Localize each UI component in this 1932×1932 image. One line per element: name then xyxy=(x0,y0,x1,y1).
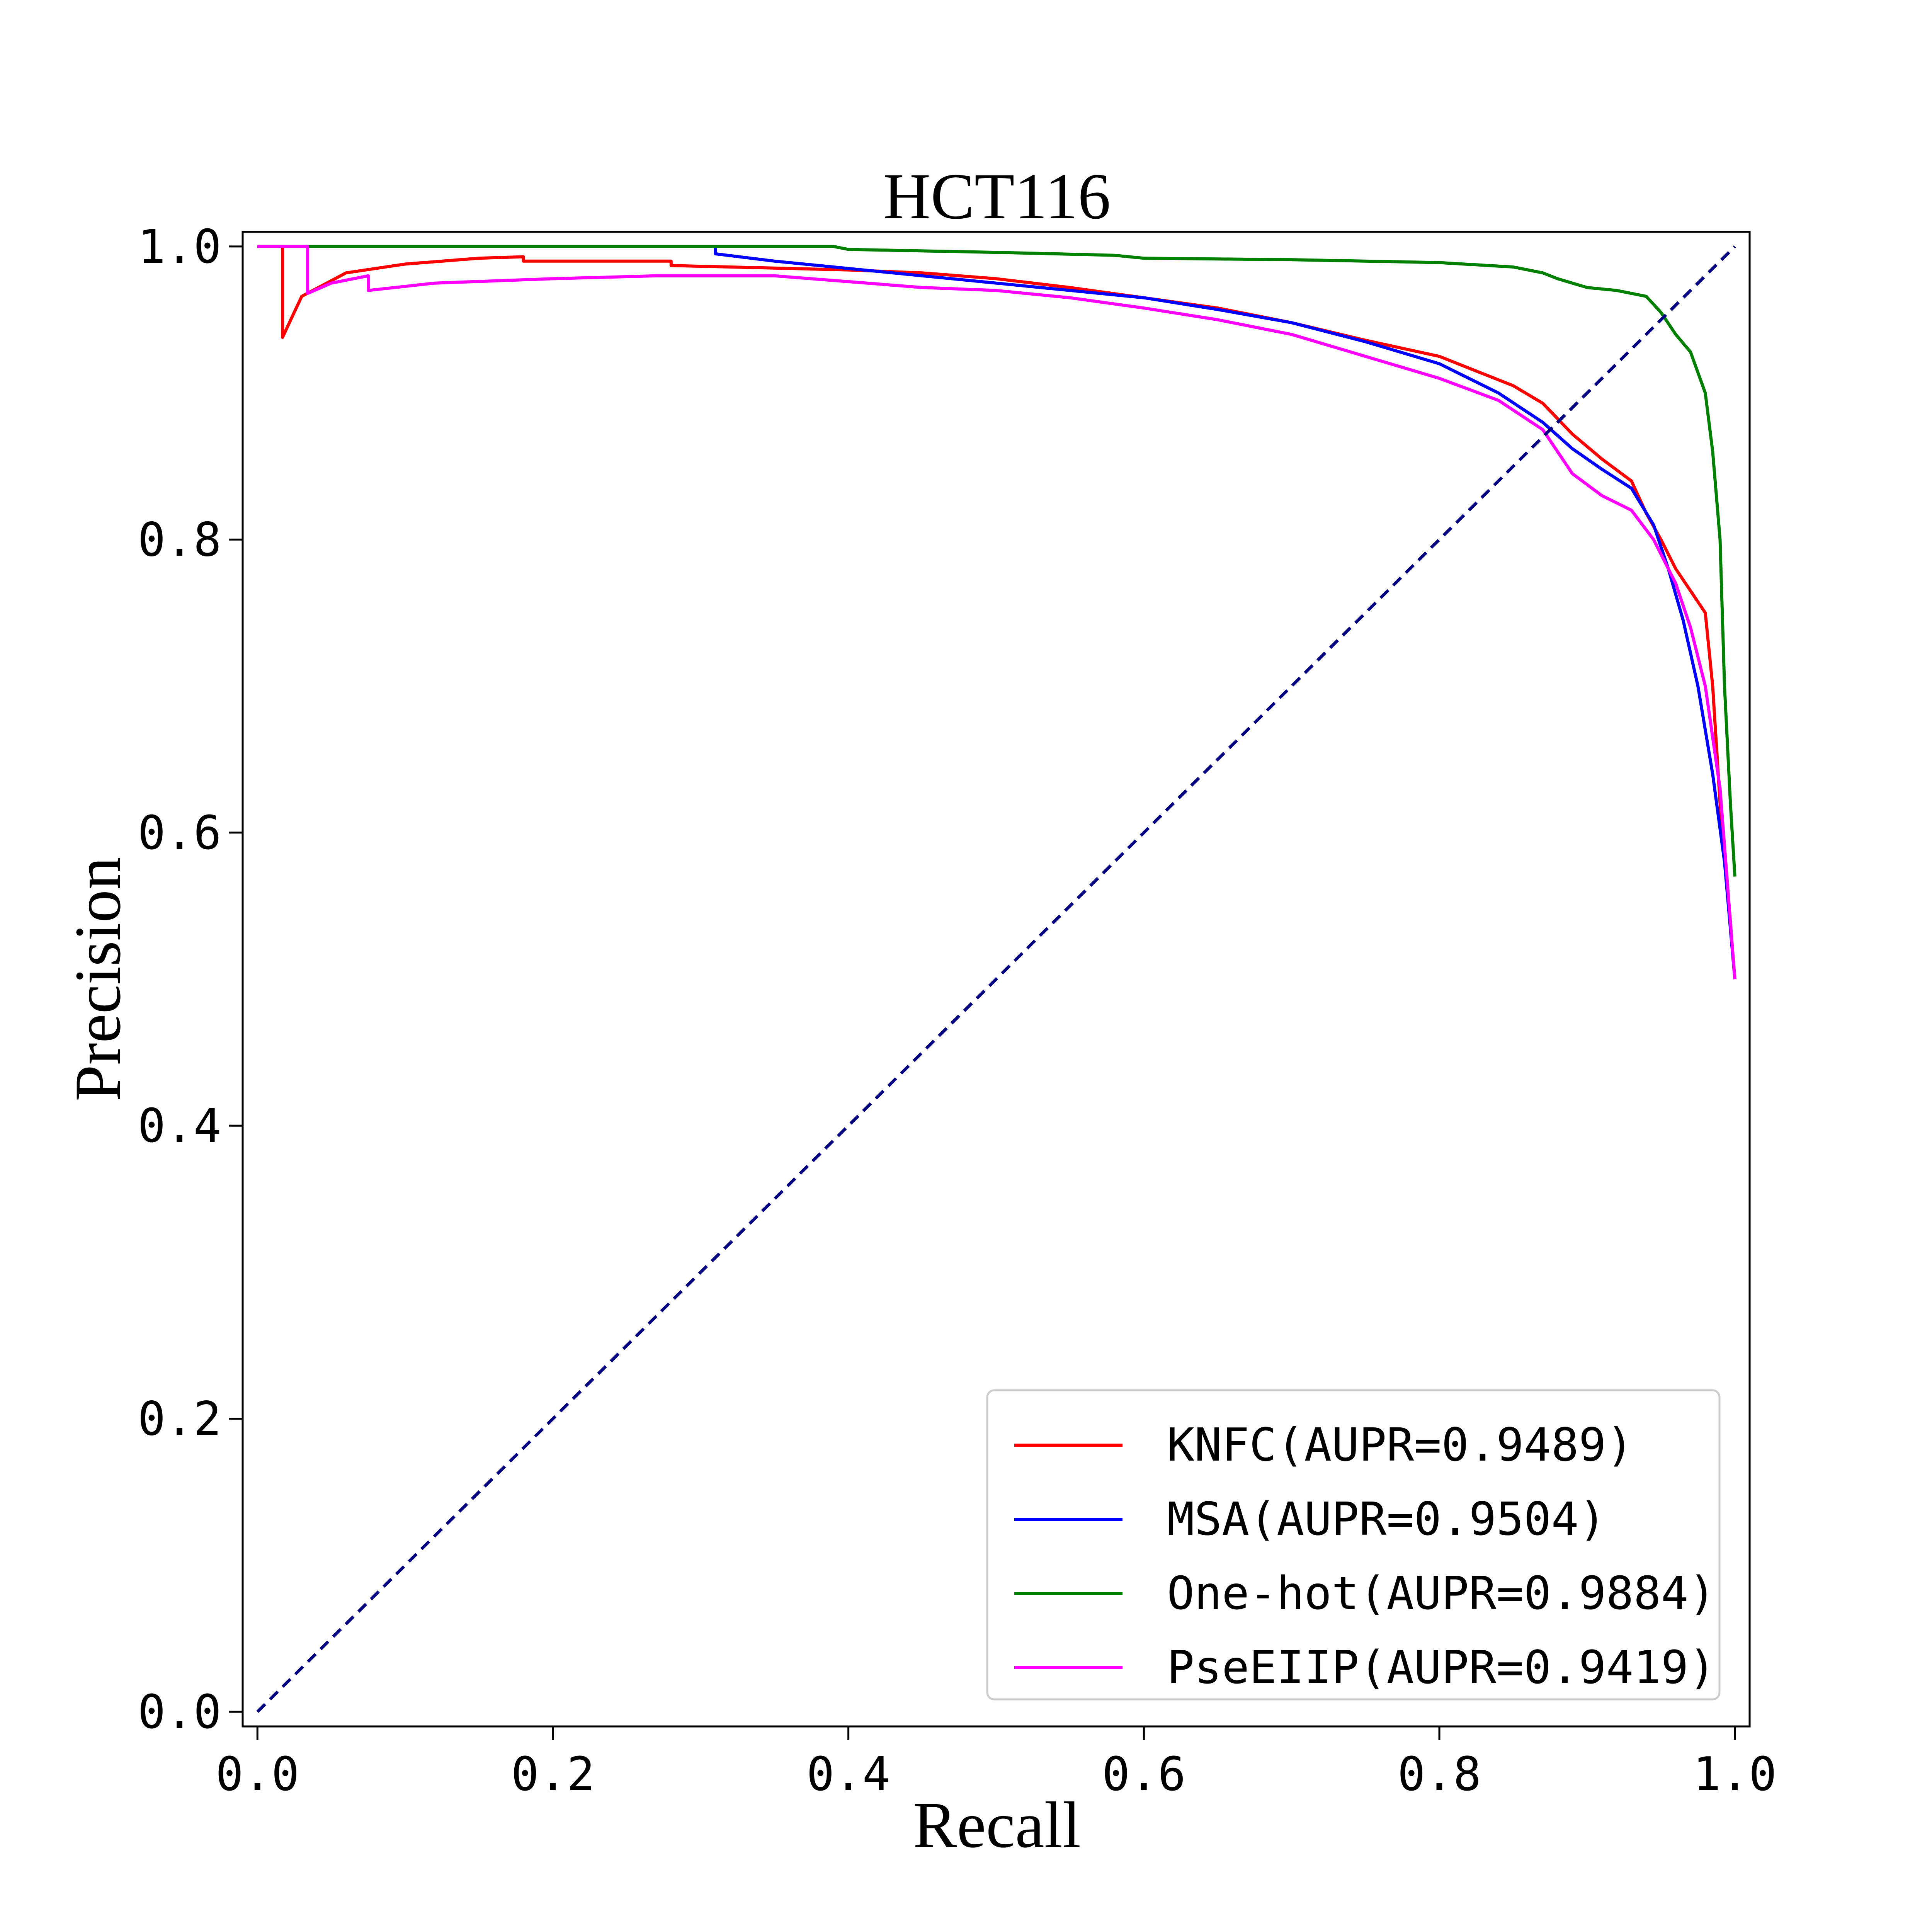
chart-title: HCT116 xyxy=(883,160,1111,233)
legend-label: PseEIIP(AUPR=0.9419) xyxy=(1167,1641,1716,1694)
y-tick-label: 0.4 xyxy=(138,1099,221,1153)
series-line-2 xyxy=(257,245,1736,877)
x-tick-label: 0.4 xyxy=(806,1748,890,1801)
x-tick-label: 0.0 xyxy=(216,1748,299,1801)
y-tick-label: 0.6 xyxy=(138,806,221,860)
x-tick-label: 0.2 xyxy=(511,1748,595,1801)
plot-frame xyxy=(242,231,1751,1728)
series-layer xyxy=(256,245,1736,1713)
legend: KNFC(AUPR=0.9489) MSA(AUPR=0.9504) One-hot… xyxy=(986,1389,1721,1701)
x-tick-label: 0.6 xyxy=(1102,1748,1186,1801)
y-tick-label: 0.8 xyxy=(138,513,221,567)
x-axis-label: Recall xyxy=(913,1789,1081,1861)
tick-layer: 0.0 0.2 0.4 0.6 0.8 1.0 0.0 0.2 0.4 0.6 0.8 1.0 xyxy=(138,220,1777,1801)
series-line-3 xyxy=(257,245,1736,980)
legend-label: KNFC(AUPR=0.9489) xyxy=(1167,1418,1634,1471)
diagonal-reference-line xyxy=(256,245,1736,1713)
series-line-0 xyxy=(257,245,1736,980)
y-tick-label: 1.0 xyxy=(138,220,221,274)
legend-box xyxy=(986,1389,1721,1701)
legend-label: One-hot(AUPR=0.9884) xyxy=(1167,1566,1716,1620)
y-tick-label: 0.0 xyxy=(138,1685,221,1739)
y-tick-label: 0.2 xyxy=(138,1393,221,1446)
series-line-1 xyxy=(714,246,1736,980)
x-tick-label: 1.0 xyxy=(1693,1748,1777,1801)
legend-label: MSA(AUPR=0.9504) xyxy=(1167,1492,1606,1546)
x-tick-label: 0.8 xyxy=(1398,1748,1481,1801)
y-axis-label: Precision xyxy=(61,857,134,1102)
